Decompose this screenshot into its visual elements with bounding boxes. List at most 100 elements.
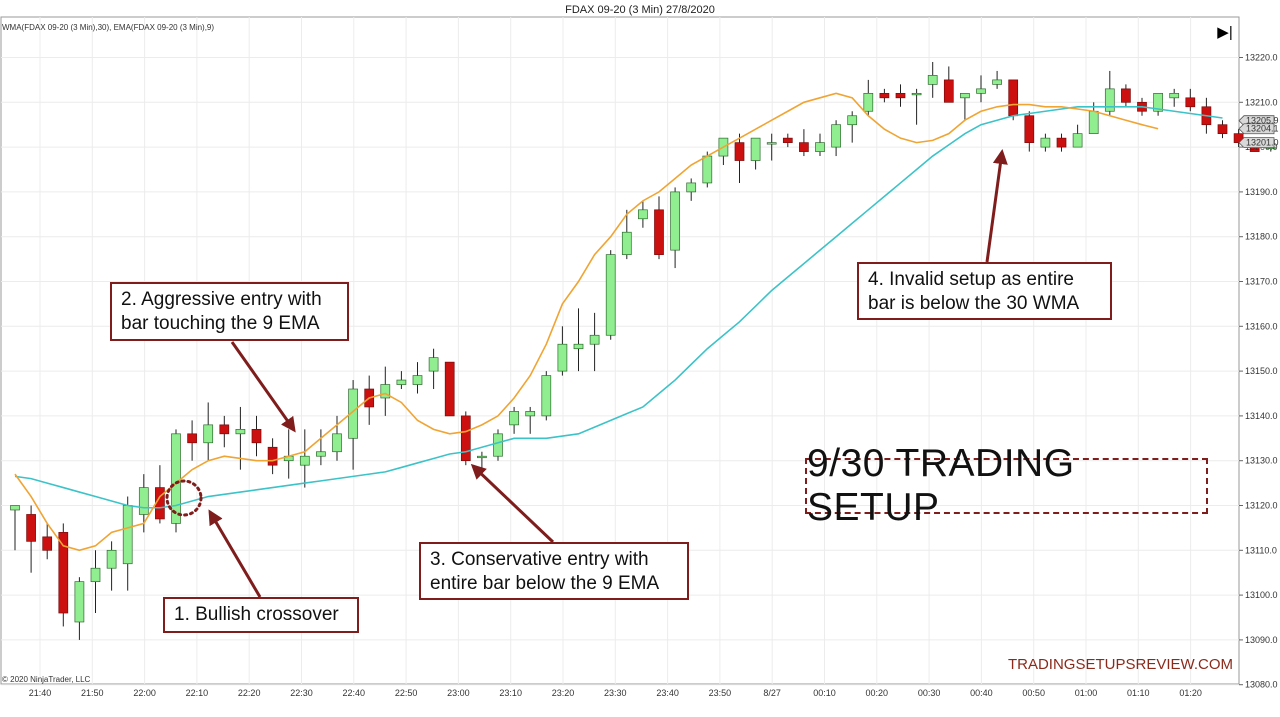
x-tick-label: 00:20 xyxy=(866,688,889,698)
candle-up xyxy=(573,343,584,350)
candle-up xyxy=(750,137,761,161)
x-tick-label: 22:00 xyxy=(133,688,156,698)
candle-down xyxy=(782,137,793,143)
candle-up xyxy=(847,115,858,126)
x-tick-label: 22:20 xyxy=(238,688,261,698)
x-tick-label: 23:50 xyxy=(709,688,732,698)
x-tick-label: 00:40 xyxy=(970,688,993,698)
candle-up xyxy=(815,142,825,152)
x-tick-label: 00:50 xyxy=(1022,688,1045,698)
candle-up xyxy=(1169,92,1180,99)
price-marker xyxy=(1238,123,1275,135)
y-tick-label: 13180.0 xyxy=(1245,232,1278,242)
candle-up xyxy=(509,411,519,426)
annotation-2: 2. Aggressive entry with bar touching th… xyxy=(110,282,349,341)
annotation-3: 3. Conservative entry with entire bar be… xyxy=(419,542,689,600)
candle-up xyxy=(235,428,246,435)
candle-up xyxy=(138,487,149,515)
candle-down xyxy=(26,514,36,542)
candle-down xyxy=(58,532,69,614)
candle-down xyxy=(879,92,890,99)
candle-up xyxy=(686,182,697,193)
x-tick-label: 8/27 xyxy=(763,688,781,698)
candle-up xyxy=(605,254,616,336)
candle-up xyxy=(911,92,922,96)
watermark: TRADINGSETUPSREVIEW.COM xyxy=(1007,656,1233,673)
y-tick-label: 13110.0 xyxy=(1245,545,1277,555)
crossover-circle xyxy=(165,479,203,517)
candle-up xyxy=(477,455,487,459)
candle-down xyxy=(42,536,53,551)
price-marker-label: 13204.1 xyxy=(1246,124,1279,134)
candle-up xyxy=(831,124,841,148)
copyright-text: © 2020 NinjaTrader, LLC xyxy=(2,675,91,684)
candle-up xyxy=(10,505,20,511)
candle-up xyxy=(380,384,391,399)
candle-up xyxy=(621,231,632,255)
x-tick-label: 23:20 xyxy=(552,688,575,698)
x-tick-label: 23:00 xyxy=(447,688,470,698)
candle-up xyxy=(90,567,101,583)
annotation-arrows xyxy=(208,149,1008,598)
y-tick-label: 13130.0 xyxy=(1245,456,1278,466)
candle-up xyxy=(557,343,568,372)
candle-up xyxy=(122,505,133,565)
candle-down xyxy=(1217,124,1228,135)
candle-up xyxy=(1072,133,1083,148)
annotation-arrow xyxy=(985,149,1008,263)
x-tick-label: 22:50 xyxy=(395,688,418,698)
candle-up xyxy=(1040,137,1051,148)
ema-9-line xyxy=(14,92,1159,552)
y-tick-label: 13140.0 xyxy=(1245,411,1278,421)
candle-up xyxy=(428,357,439,372)
candle-up xyxy=(348,388,358,439)
candle-up xyxy=(589,334,600,345)
candle-up xyxy=(106,549,117,569)
candle-down xyxy=(1121,88,1131,103)
candle-down xyxy=(799,142,809,152)
candle-down xyxy=(1024,115,1035,143)
plot-frame xyxy=(0,16,1240,685)
y-tick-label: 13120.0 xyxy=(1245,501,1278,511)
x-tick-label: 01:10 xyxy=(1127,688,1150,698)
annotation-arrow xyxy=(230,341,296,433)
x-tick-label: 23:30 xyxy=(604,688,627,698)
candle-up xyxy=(1153,92,1163,112)
candle-up xyxy=(412,375,423,385)
price-marker xyxy=(1238,137,1275,149)
annotation-1: 1. Bullish crossover xyxy=(163,597,359,633)
candle-bodies xyxy=(10,75,1276,623)
y-tick-label: 13090.0 xyxy=(1245,635,1278,645)
indicator-lines xyxy=(14,92,1223,552)
candle-up xyxy=(863,92,874,112)
candle-up xyxy=(525,411,536,417)
x-tick-label: 21:50 xyxy=(81,688,104,698)
candle-up xyxy=(74,581,85,623)
candle-down xyxy=(187,433,197,444)
x-tick-label: 22:10 xyxy=(186,688,209,698)
candle-down xyxy=(251,428,262,444)
y-tick-label: 13190.0 xyxy=(1245,187,1278,197)
candle-down xyxy=(460,415,471,462)
chart-title: FDAX 09-20 (3 Min) 27/8/2020 xyxy=(565,4,715,16)
play-icon[interactable]: ▶| xyxy=(1217,24,1233,41)
annotation-arrow xyxy=(208,509,262,598)
x-tick-label: 22:30 xyxy=(290,688,313,698)
candle-up xyxy=(493,433,503,457)
annotation-arrow xyxy=(470,463,555,544)
wma-30-line xyxy=(14,105,1223,509)
candle-up xyxy=(1088,110,1099,135)
candle-down xyxy=(734,142,745,161)
y-tick-label: 13150.0 xyxy=(1245,366,1278,376)
x-tick-label: 23:40 xyxy=(656,688,679,698)
candle-up xyxy=(299,455,310,466)
x-axis: 21:40 21:50 22:00 22:10 22:20 22:30 22:40 22:50… xyxy=(29,688,1202,698)
x-tick-label: 01:20 xyxy=(1179,688,1202,698)
y-axis: 13080.0 13090.0 13100.0 13110.0 13120.0 13130… xyxy=(1239,53,1278,690)
candle-up xyxy=(766,142,777,145)
setup-title: 9/30 TRADING SETUP xyxy=(805,442,1208,529)
candle-down xyxy=(267,446,278,466)
annotation-4: 4. Invalid setup as entire bar is below … xyxy=(857,262,1112,320)
x-tick-label: 21:40 xyxy=(29,688,52,698)
